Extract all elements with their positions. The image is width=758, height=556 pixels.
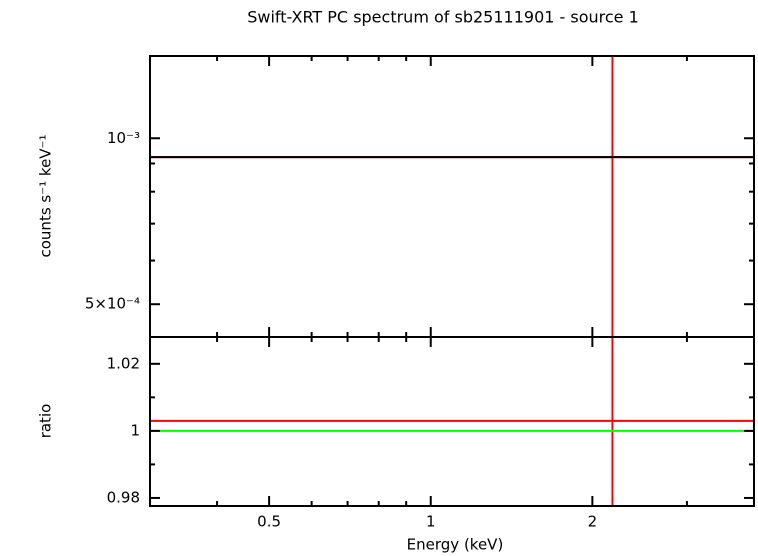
y-tick-label: 5×10⁻⁴ (85, 295, 140, 313)
y-tick-label: 10⁻³ (107, 129, 140, 147)
chart-title: Swift-XRT PC spectrum of sb25111901 - so… (247, 8, 639, 27)
y-axis-label: counts s⁻¹ keV⁻¹ (37, 135, 55, 258)
y-tick-label: 1.02 (107, 354, 140, 372)
panel-frame (149, 336, 755, 507)
x-axis-label: Energy (keV) (407, 536, 504, 554)
x-tick-label: 0.5 (257, 513, 281, 531)
y-axis-label: ratio (37, 404, 55, 439)
y-tick-label: 1 (130, 421, 140, 439)
plot-area (150, 337, 754, 506)
x-tick-label: 1 (426, 513, 436, 531)
panel-frame (149, 55, 755, 338)
y-tick-label: 0.98 (107, 488, 140, 506)
x-tick-label: 2 (588, 513, 598, 531)
plot-area (150, 56, 754, 337)
